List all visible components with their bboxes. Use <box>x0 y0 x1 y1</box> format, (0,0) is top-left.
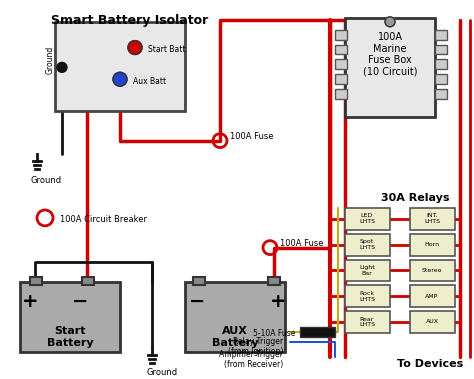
Text: Spot
LHTS: Spot LHTS <box>359 239 375 250</box>
Bar <box>435 89 447 99</box>
Bar <box>435 60 447 69</box>
Bar <box>335 45 347 55</box>
Text: Ground: Ground <box>30 176 62 185</box>
Bar <box>82 277 94 285</box>
Text: 5-10A Fuse: 5-10A Fuse <box>253 329 295 338</box>
Bar <box>345 18 435 117</box>
Text: Stereo: Stereo <box>422 268 442 273</box>
Text: Ground: Ground <box>146 368 178 377</box>
Bar <box>20 282 120 352</box>
Text: +: + <box>22 292 38 311</box>
Text: Start Batt: Start Batt <box>148 45 185 54</box>
Bar <box>335 30 347 40</box>
Bar <box>335 60 347 69</box>
Text: −: − <box>72 292 88 311</box>
Bar <box>268 277 280 285</box>
Bar <box>410 311 455 333</box>
Text: 100A
Marine
Fuse Box
(10 Circuit): 100A Marine Fuse Box (10 Circuit) <box>363 32 417 77</box>
Text: Ground: Ground <box>46 45 55 74</box>
Text: LED
LHTS: LED LHTS <box>359 213 375 224</box>
Text: Smart Battery Isolator: Smart Battery Isolator <box>51 14 209 27</box>
Text: Light
Bar: Light Bar <box>359 265 375 276</box>
Text: Aux Batt: Aux Batt <box>133 77 166 86</box>
Bar <box>345 234 390 255</box>
Bar <box>185 282 285 352</box>
Text: INT.
LHTS: INT. LHTS <box>424 213 440 224</box>
Text: 100A Fuse: 100A Fuse <box>230 132 273 141</box>
Text: Rock
LHTS: Rock LHTS <box>359 291 375 302</box>
Text: Horn: Horn <box>424 242 439 247</box>
Bar <box>193 277 205 285</box>
Bar <box>410 260 455 281</box>
Bar <box>345 208 390 230</box>
Bar <box>345 311 390 333</box>
Circle shape <box>128 41 142 55</box>
Bar <box>435 30 447 40</box>
Bar <box>30 277 42 285</box>
Text: −: − <box>189 292 205 311</box>
Bar <box>435 74 447 84</box>
Text: 100A Fuse: 100A Fuse <box>280 239 323 248</box>
Text: Start
Battery: Start Battery <box>46 326 93 348</box>
Text: 30A Relays: 30A Relays <box>381 193 449 203</box>
Bar <box>410 234 455 255</box>
Text: AUX: AUX <box>426 319 438 324</box>
Bar <box>345 260 390 281</box>
Bar <box>335 89 347 99</box>
Text: AMP: AMP <box>425 294 438 299</box>
Bar <box>55 22 185 111</box>
Bar <box>410 208 455 230</box>
Text: Amplifier Trigger
(from Receiver): Amplifier Trigger (from Receiver) <box>219 350 283 369</box>
Circle shape <box>57 63 67 72</box>
Bar <box>435 45 447 55</box>
Text: 100A Circuit Breaker: 100A Circuit Breaker <box>60 215 147 224</box>
Text: Rear
LHTS: Rear LHTS <box>359 316 375 327</box>
Text: Relay Trigger
(from Ignition): Relay Trigger (from Ignition) <box>228 337 283 356</box>
Text: +: + <box>270 292 286 311</box>
Circle shape <box>113 72 127 86</box>
Bar <box>345 285 390 307</box>
Circle shape <box>385 17 395 27</box>
Text: AUX
Battery: AUX Battery <box>212 326 258 348</box>
Bar <box>335 74 347 84</box>
Bar <box>410 285 455 307</box>
Text: To Devices: To Devices <box>397 360 463 370</box>
Bar <box>300 327 335 337</box>
